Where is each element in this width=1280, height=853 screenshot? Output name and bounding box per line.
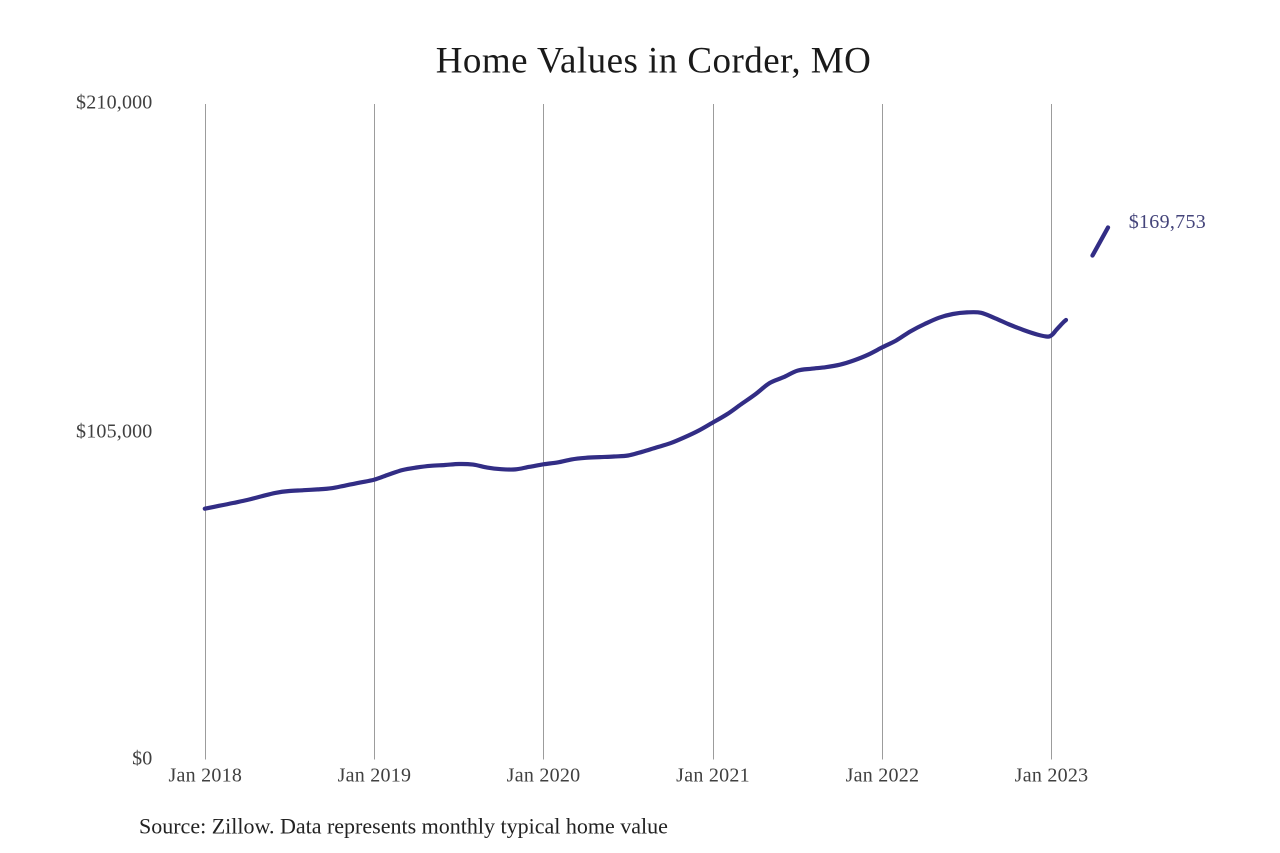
svg-text:Jan 2020: Jan 2020	[507, 765, 581, 787]
svg-text:$210,000: $210,000	[76, 92, 152, 114]
svg-text:Jan 2021: Jan 2021	[676, 765, 750, 787]
svg-text:$105,000: $105,000	[76, 421, 152, 443]
svg-text:Jan 2019: Jan 2019	[338, 765, 412, 787]
svg-text:Jan 2022: Jan 2022	[846, 765, 920, 787]
svg-text:Jan 2018: Jan 2018	[168, 765, 242, 787]
svg-text:$169,753: $169,753	[1129, 211, 1206, 233]
svg-text:Jan 2023: Jan 2023	[1015, 765, 1089, 787]
svg-text:$0: $0	[132, 748, 152, 770]
svg-text:Source: Zillow. Data represent: Source: Zillow. Data represents monthly …	[139, 813, 668, 838]
svg-text:Home Values in Corder, MO: Home Values in Corder, MO	[436, 40, 872, 81]
